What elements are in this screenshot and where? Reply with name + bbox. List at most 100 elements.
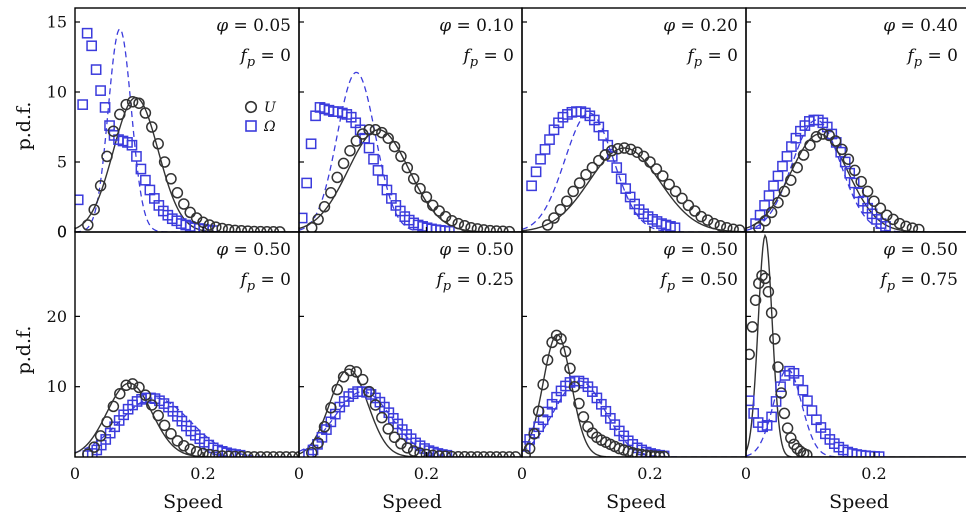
u-point <box>657 170 669 182</box>
u-point <box>88 203 100 216</box>
u-point <box>401 442 414 454</box>
u-point <box>746 348 755 361</box>
u-point <box>407 173 420 185</box>
u-point <box>229 224 241 232</box>
y-tick-label: 20 <box>47 307 67 326</box>
u-point <box>363 385 375 398</box>
omega-point <box>748 408 760 419</box>
u-point <box>222 223 235 232</box>
omega-point <box>140 174 151 186</box>
omega-point <box>606 151 618 162</box>
u-point <box>344 145 356 157</box>
omega-point <box>301 177 312 189</box>
x-axis-label-col-4: Speed <box>829 491 889 513</box>
omega-point <box>669 222 681 232</box>
u-point <box>781 422 794 434</box>
u-point <box>631 448 643 457</box>
u-point <box>842 153 855 165</box>
u-point <box>555 333 567 345</box>
omega-fit-line <box>299 71 522 232</box>
legend: U Ω <box>244 100 277 135</box>
u-point <box>849 164 861 177</box>
u-point <box>458 219 471 232</box>
panel-1-4: φ = 0.40 fp = 0 <box>745 7 966 233</box>
omega-point <box>90 64 102 75</box>
u-point <box>88 441 100 453</box>
u-point <box>184 443 196 456</box>
u-point <box>210 221 222 232</box>
omega-point <box>75 194 84 206</box>
omega-point <box>777 160 788 172</box>
u-point <box>222 450 235 457</box>
u-point <box>644 156 656 168</box>
panel-1-1: 0 5 10 15 φ = 0.05 fp = 0 <box>47 7 300 242</box>
y-tick-label: 10 <box>47 377 67 396</box>
x-tick-label: 0.2 <box>861 464 886 483</box>
u-point <box>874 202 887 214</box>
u-point <box>82 219 94 231</box>
omega-point <box>768 180 779 192</box>
u-point <box>906 222 919 232</box>
u-point <box>548 212 560 224</box>
u-point <box>101 150 113 163</box>
u-point <box>178 198 190 210</box>
u-point <box>577 411 590 423</box>
u-point <box>146 121 158 133</box>
u-point <box>829 135 842 147</box>
u-point <box>727 223 739 232</box>
u-point <box>701 214 714 226</box>
u-point <box>152 138 164 150</box>
u-point <box>350 366 363 378</box>
u-point <box>388 431 401 444</box>
u-point <box>785 432 797 444</box>
u-point <box>325 187 337 199</box>
u-fit-line <box>75 96 299 232</box>
x-tick-label: 0 <box>294 464 304 483</box>
u-point <box>401 161 414 174</box>
omega-point <box>526 180 537 192</box>
fp-annotation: fp = 0 <box>906 46 959 70</box>
omega-point <box>880 221 891 232</box>
y-tick-label: 5 <box>57 153 67 172</box>
u-point <box>490 225 503 232</box>
u-point <box>120 379 132 392</box>
u-point <box>427 199 439 212</box>
omega-point <box>363 142 375 154</box>
panel-frame <box>521 231 747 458</box>
omega-point <box>530 166 542 178</box>
u-point <box>325 402 337 414</box>
u-point <box>561 195 573 207</box>
u-point <box>765 307 778 319</box>
u-point <box>376 126 388 139</box>
panel-2-4: 0 0.2 φ = 0.50 fp = 0.75 <box>741 231 966 483</box>
u-point <box>676 192 688 205</box>
u-point <box>663 178 675 191</box>
u-point <box>559 345 572 358</box>
u-point <box>382 132 394 144</box>
u-point <box>146 399 158 411</box>
u-point <box>101 416 113 428</box>
omega-point <box>535 153 546 165</box>
u-point <box>356 373 369 386</box>
legend-marker-omega <box>245 120 257 132</box>
omega-point <box>299 212 308 224</box>
u-fit-line <box>522 334 746 457</box>
u-point <box>637 150 650 163</box>
u-point <box>817 128 829 140</box>
u-point <box>446 215 458 227</box>
u-point <box>769 333 781 345</box>
omega-point <box>305 138 317 150</box>
phi-annotation: φ = 0.20 <box>663 16 738 36</box>
u-point <box>331 171 343 184</box>
u-point <box>772 196 784 209</box>
panel-2-1: 0 0.2 10 20 φ = 0.50 fp = 0 <box>47 231 300 483</box>
u-point <box>775 387 787 399</box>
u-point <box>753 222 765 232</box>
panel-frame <box>745 231 966 458</box>
u-point <box>465 222 477 232</box>
panel-1-2: φ = 0.10 fp = 0 <box>298 7 523 233</box>
u-point <box>682 199 695 212</box>
u-point <box>82 448 94 457</box>
